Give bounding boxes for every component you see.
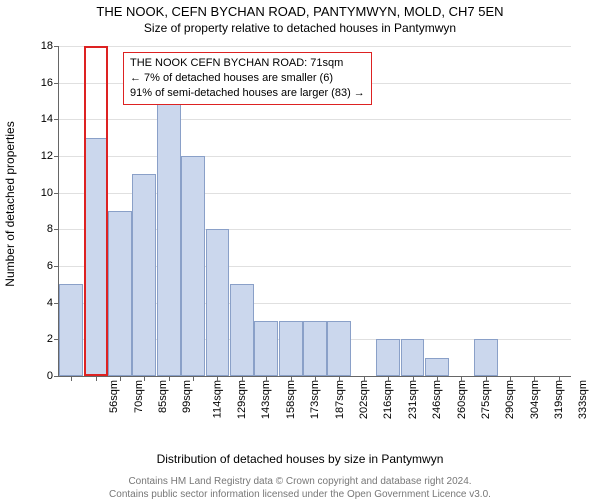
histogram-bar (181, 156, 205, 376)
x-tick-label: 333sqm (578, 380, 590, 419)
x-tick-label: 319sqm (553, 380, 565, 419)
x-tick-label: 187sqm (334, 380, 346, 419)
histogram-bar (376, 339, 400, 376)
highlight-outline (84, 46, 108, 376)
chart-plot-area: 02468101214161856sqm70sqm85sqm99sqm114sq… (58, 46, 571, 377)
y-tick-label: 2 (47, 333, 53, 345)
y-tick-label: 8 (47, 223, 53, 235)
x-tick-label: 114sqm (211, 380, 223, 418)
histogram-bar (230, 284, 254, 376)
annotation-line-3: 91% of semi-detached houses are larger (… (130, 86, 365, 101)
footer-text: Contains HM Land Registry data © Crown c… (0, 475, 600, 501)
histogram-bar (327, 321, 351, 376)
x-tick-label: 231sqm (407, 380, 419, 419)
y-tick-label: 14 (41, 113, 53, 125)
x-tick-label: 304sqm (529, 380, 541, 419)
footer-line-1: Contains HM Land Registry data © Crown c… (0, 475, 600, 488)
annotation-box: THE NOOK CEFN BYCHAN ROAD: 71sqm ← 7% of… (123, 52, 372, 105)
x-tick-label: 216sqm (383, 380, 395, 419)
histogram-bar (401, 339, 425, 376)
y-tick-label: 18 (41, 40, 53, 52)
histogram-bar (425, 358, 449, 376)
chart-title: THE NOOK, CEFN BYCHAN ROAD, PANTYMWYN, M… (0, 4, 600, 19)
footer-line-2: Contains public sector information licen… (0, 488, 600, 501)
x-tick-label: 143sqm (261, 380, 273, 419)
annotation-line-2: ← 7% of detached houses are smaller (6) (130, 71, 365, 86)
histogram-bar (108, 211, 132, 376)
x-tick-label: 70sqm (133, 380, 145, 413)
x-axis-label: Distribution of detached houses by size … (0, 452, 600, 466)
x-tick-label: 85sqm (157, 380, 169, 413)
x-tick-label: 246sqm (431, 380, 443, 419)
y-tick-label: 10 (41, 187, 53, 199)
annotation-line-1: THE NOOK CEFN BYCHAN ROAD: 71sqm (130, 56, 365, 71)
y-tick-label: 4 (47, 297, 53, 309)
histogram-bar (206, 229, 230, 376)
histogram-bar (132, 174, 156, 376)
y-axis-label: Number of detached properties (3, 121, 17, 286)
x-tick-label: 56sqm (108, 380, 120, 413)
histogram-bar (474, 339, 498, 376)
y-tick-label: 0 (47, 370, 53, 382)
x-tick-label: 260sqm (456, 380, 468, 419)
x-tick-label: 129sqm (236, 380, 248, 419)
y-tick-label: 6 (47, 260, 53, 272)
y-tick-label: 16 (41, 77, 53, 89)
chart-container: THE NOOK, CEFN BYCHAN ROAD, PANTYMWYN, M… (0, 4, 600, 504)
x-tick-label: 202sqm (358, 380, 370, 419)
histogram-bar (59, 284, 83, 376)
histogram-bar (279, 321, 303, 376)
x-tick-label: 158sqm (285, 380, 297, 419)
y-tick-label: 12 (41, 150, 53, 162)
x-tick-label: 290sqm (504, 380, 516, 419)
x-tick-label: 173sqm (309, 380, 321, 419)
chart-subtitle: Size of property relative to detached ho… (0, 21, 600, 35)
histogram-bar (157, 101, 181, 376)
histogram-bar (303, 321, 327, 376)
x-tick-label: 99sqm (181, 380, 193, 413)
x-tick-label: 275sqm (480, 380, 492, 419)
histogram-bar (254, 321, 278, 376)
